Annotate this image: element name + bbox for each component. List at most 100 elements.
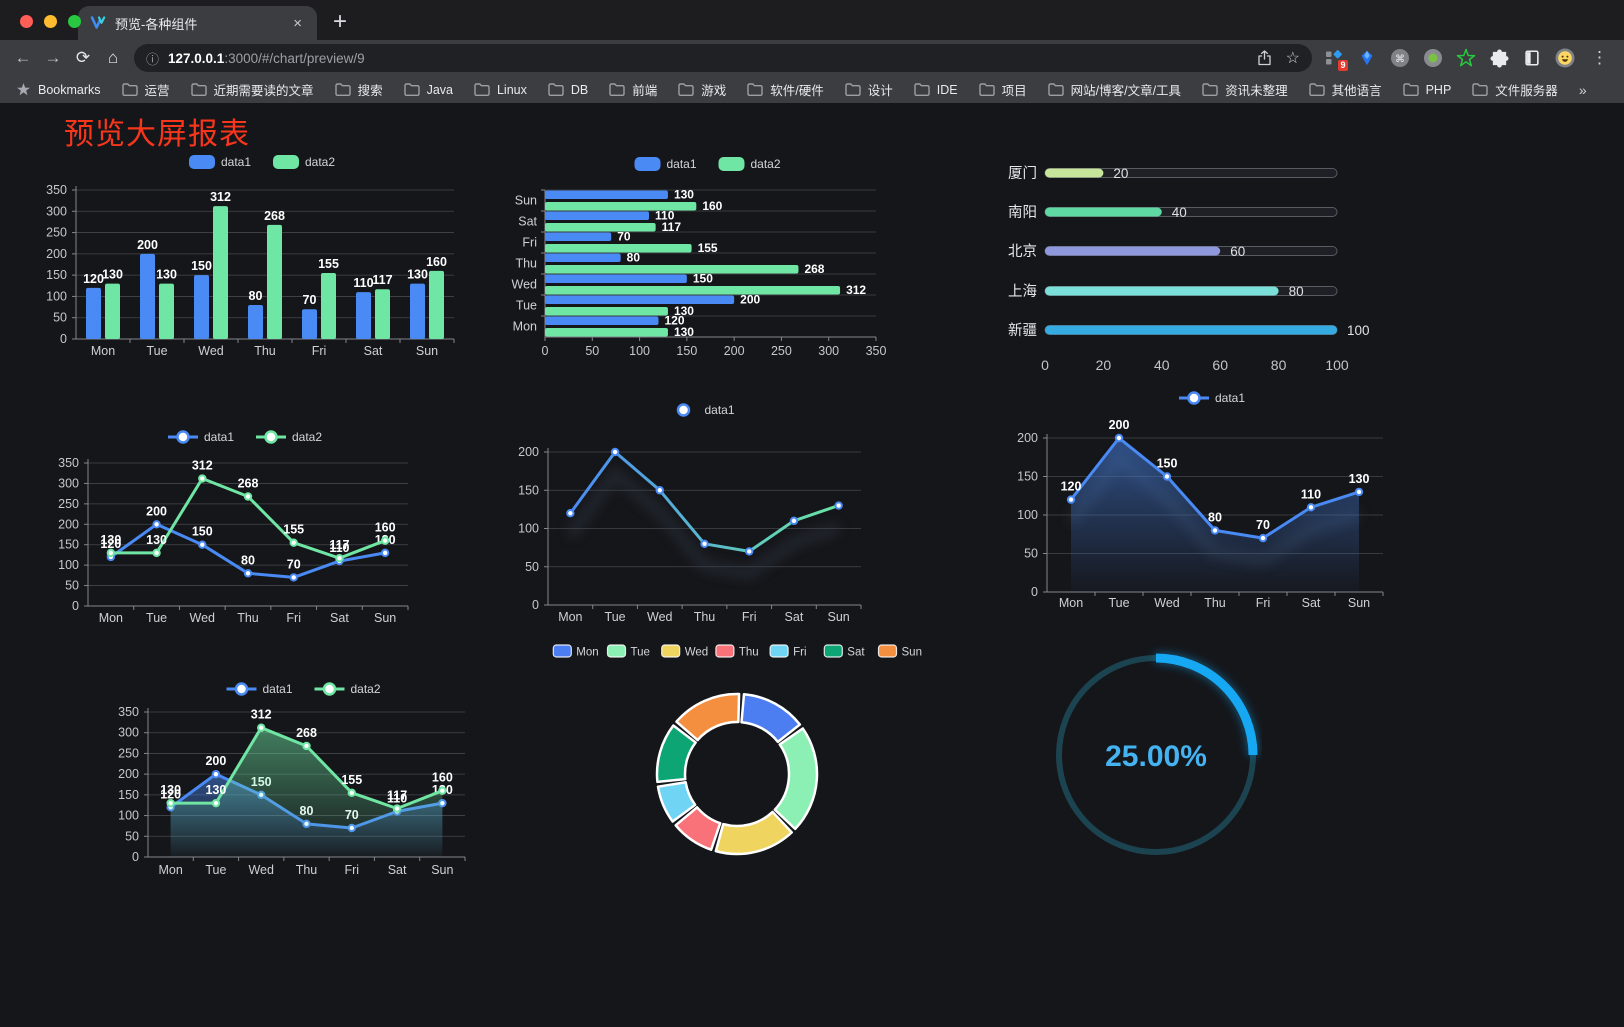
bookmark-label: 游戏 — [701, 84, 727, 98]
bookmark-label: 资讯未整理 — [1225, 84, 1288, 98]
bookmark-item[interactable]: DB — [548, 83, 588, 97]
bookmark-item[interactable]: IDE — [914, 83, 958, 97]
browser-tab[interactable]: 预览-各种组件 × — [78, 6, 317, 40]
svg-text:100: 100 — [1017, 508, 1038, 522]
svg-text:Thu: Thu — [254, 344, 276, 358]
bookmark-item[interactable]: 运营 — [121, 80, 170, 99]
bookmark-item[interactable]: Linux — [474, 83, 527, 97]
svg-text:155: 155 — [283, 523, 304, 537]
bookmarks-overflow-chevron[interactable]: » — [1578, 81, 1587, 98]
bookmarks-manager-item[interactable]: Bookmarks — [16, 82, 101, 97]
grouped-bar-chart[interactable]: 0 50 100 150 200 250 300 350 Mon Tue Wed Thu Fri Sat S… — [40, 148, 460, 363]
svg-text:Tue: Tue — [146, 611, 167, 625]
tab-close-button[interactable]: × — [293, 14, 302, 32]
svg-text:268: 268 — [804, 262, 824, 276]
bookmark-item[interactable]: 近期需要读的文章 — [190, 80, 314, 99]
svg-text:Thu: Thu — [739, 647, 759, 659]
browser-toolbar: ← → ⟳ ⌂ ⓘ 127.0.0.1 :3000/#/chart/previe… — [0, 40, 1624, 76]
two-series-line-chart[interactable]: 0 50 100 150 200 250 300 350 Mon Tue Wed Thu Fri Sat S… — [42, 423, 422, 638]
extension-blocker-icon[interactable]: 9 — [1324, 48, 1348, 71]
svg-text:312: 312 — [251, 708, 272, 722]
bookmark-item[interactable]: 搜索 — [334, 80, 383, 99]
extension-star-icon[interactable] — [1456, 48, 1476, 68]
svg-text:70: 70 — [303, 293, 317, 307]
svg-text:0: 0 — [60, 332, 67, 346]
svg-text:Sat: Sat — [785, 610, 804, 624]
svg-text:50: 50 — [125, 829, 139, 843]
svg-text:60: 60 — [1212, 357, 1228, 373]
bookmark-item[interactable]: Java — [403, 83, 453, 97]
bookmark-star-icon[interactable]: ☆ — [1285, 50, 1300, 67]
svg-text:110: 110 — [329, 541, 349, 555]
svg-text:Sat: Sat — [1302, 596, 1321, 610]
folder-icon — [678, 83, 694, 96]
svg-text:上海: 上海 — [1008, 283, 1037, 300]
svg-text:Sat: Sat — [388, 863, 407, 877]
svg-text:50: 50 — [53, 311, 67, 325]
browser-menu-icon[interactable]: ⋮ — [1591, 48, 1608, 67]
svg-text:120: 120 — [83, 272, 104, 286]
zoom-window-button[interactable] — [68, 15, 81, 28]
site-info-icon[interactable]: ⓘ — [146, 51, 160, 67]
reload-button[interactable]: ⟳ — [75, 48, 91, 67]
svg-text:Wed: Wed — [512, 278, 538, 292]
bookmark-item[interactable]: 软件/硬件 — [747, 80, 824, 99]
folder-icon — [190, 83, 207, 96]
emoji-extension-icon[interactable] — [1555, 48, 1575, 68]
folder-icon — [914, 83, 930, 96]
bookmark-item[interactable]: 资讯未整理 — [1202, 80, 1288, 99]
bookmark-item[interactable]: 文件服务器 — [1472, 80, 1558, 99]
bookmark-item[interactable]: 项目 — [978, 80, 1027, 99]
device-frame-icon[interactable] — [1522, 48, 1542, 68]
svg-text:312: 312 — [846, 283, 866, 297]
bookmark-item[interactable]: 前端 — [609, 80, 657, 99]
extensions-puzzle-icon[interactable] — [1489, 48, 1509, 68]
address-bar[interactable]: ⓘ 127.0.0.1 :3000/#/chart/preview/9 ☆ — [134, 44, 1312, 72]
home-button[interactable]: ⌂ — [107, 48, 119, 67]
minimize-window-button[interactable] — [44, 15, 57, 28]
extension-command-icon[interactable]: ⌘ — [1390, 48, 1410, 68]
svg-text:40: 40 — [1154, 357, 1170, 373]
svg-text:200: 200 — [146, 504, 167, 518]
horizontal-bar-chart[interactable]: Sun Sat Fri Thu Wed Tue Mon 0 50 100 150 200 250 300 3… — [505, 150, 900, 365]
bookmark-label: 前端 — [632, 84, 658, 98]
two-series-area-chart[interactable]: 0 50 100 150 200 250 300 350 Mon Tue Wed Thu Fri Sat S… — [100, 675, 480, 893]
new-tab-button[interactable]: + — [333, 8, 348, 35]
bookmark-label: IDE — [936, 82, 958, 97]
svg-text:50: 50 — [1024, 547, 1038, 561]
gradient-line-chart[interactable]: 0 50 100 150 200 Mon Tue Wed Thu Fri Sat Sun data1 — [500, 396, 875, 628]
macos-traffic-lights — [20, 15, 81, 28]
share-icon[interactable] — [1257, 50, 1272, 66]
svg-text:Wed: Wed — [647, 610, 673, 624]
forward-button[interactable]: → — [44, 48, 62, 67]
svg-text:300: 300 — [58, 476, 79, 490]
svg-text:250: 250 — [46, 226, 67, 240]
bookmark-item[interactable]: 网站/博客/文章/工具 — [1047, 80, 1181, 99]
extensions-area: 9 ⌘ — [1320, 48, 1583, 71]
svg-text:Sun: Sun — [374, 611, 396, 625]
svg-text:100: 100 — [58, 558, 79, 572]
extension-gem-icon[interactable] — [1357, 48, 1377, 68]
tab-title: 预览-各种组件 — [115, 16, 198, 32]
svg-text:160: 160 — [702, 199, 722, 213]
donut-chart[interactable]: Mon Tue Wed Thu Fri Sat Sun — [552, 636, 927, 868]
extension-dot-icon[interactable] — [1423, 48, 1443, 68]
svg-text:350: 350 — [866, 344, 887, 358]
bookmark-item[interactable]: 游戏 — [678, 80, 726, 99]
svg-text:Thu: Thu — [296, 863, 318, 877]
back-button[interactable]: ← — [14, 48, 32, 67]
area-line-chart[interactable]: 0 50 100 150 200 Mon Tue Wed Thu Fri Sat Sun 120 200 1… — [985, 385, 1395, 617]
bookmark-item[interactable]: 设计 — [845, 80, 893, 99]
city-progress-chart[interactable]: 厦门 20 南阳 40 北京 60 上海 80 新疆 100 0 20 40 60 80 100 — [985, 150, 1380, 390]
svg-text:110: 110 — [655, 209, 675, 223]
svg-text:data2: data2 — [751, 157, 781, 171]
svg-text:⌘: ⌘ — [1395, 54, 1405, 65]
svg-text:117: 117 — [329, 538, 349, 552]
bookmark-item[interactable]: 其他语言 — [1308, 80, 1382, 99]
bookmark-item[interactable]: PHP — [1402, 83, 1451, 97]
svg-text:150: 150 — [676, 344, 697, 358]
svg-text:130: 130 — [146, 533, 167, 547]
gauge-chart[interactable]: 25.00% — [1052, 645, 1262, 867]
close-window-button[interactable] — [20, 15, 33, 28]
